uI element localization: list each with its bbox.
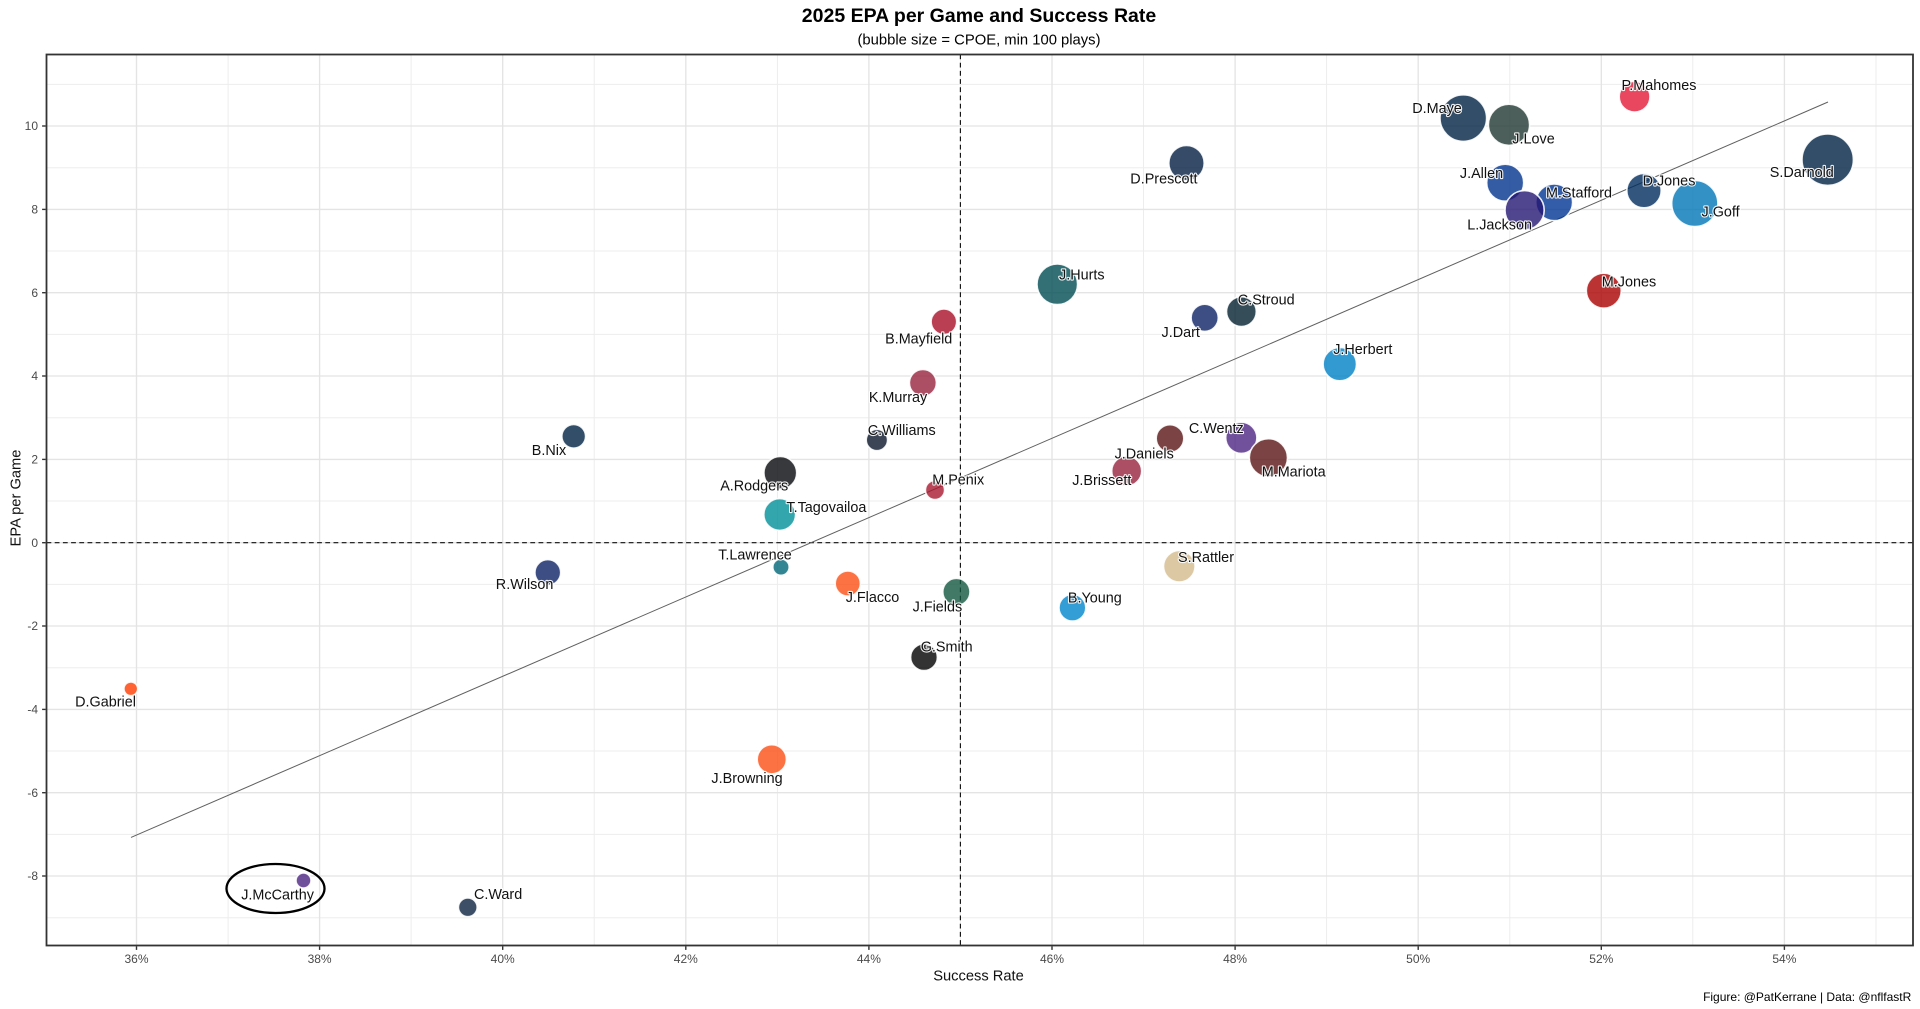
svg-text:36%: 36% [124,952,148,966]
svg-text:J.Daniels: J.Daniels [1115,446,1174,462]
svg-text:C.Stroud: C.Stroud [1238,293,1295,309]
svg-text:P.Mahomes: P.Mahomes [1622,78,1697,94]
svg-text:D.Prescott: D.Prescott [1130,172,1197,188]
svg-text:A.Rodgers: A.Rodgers [720,479,788,495]
svg-text:Success Rate: Success Rate [933,968,1024,984]
svg-text:0: 0 [31,536,38,550]
svg-text:Figure: @PatKerrane | Data: @n: Figure: @PatKerrane | Data: @nflfastR [1703,990,1912,1004]
svg-text:2: 2 [31,453,38,467]
svg-text:J.Brissett: J.Brissett [1072,473,1131,489]
svg-text:8: 8 [31,203,38,217]
svg-text:42%: 42% [674,952,698,966]
svg-text:J.Browning: J.Browning [711,771,782,787]
svg-text:D.Maye: D.Maye [1412,101,1462,117]
svg-text:-8: -8 [27,869,38,883]
svg-text:B.Young: B.Young [1068,590,1122,606]
svg-text:M.Mariota: M.Mariota [1262,465,1326,481]
svg-text:M.Stafford: M.Stafford [1546,185,1612,201]
svg-text:M.Jones: M.Jones [1602,275,1656,291]
svg-text:52%: 52% [1589,952,1613,966]
svg-text:B.Mayfield: B.Mayfield [885,331,952,347]
svg-text:J.Goff: J.Goff [1702,205,1741,221]
svg-text:D.Gabriel: D.Gabriel [75,695,136,711]
svg-text:J.Dart: J.Dart [1162,325,1200,341]
svg-text:J.Love: J.Love [1512,131,1554,147]
svg-text:J.Flacco: J.Flacco [846,590,900,606]
svg-text:EPA per Game: EPA per Game [9,450,25,547]
svg-text:44%: 44% [857,952,881,966]
svg-text:S.Darnold: S.Darnold [1770,165,1834,181]
svg-text:J.Hurts: J.Hurts [1059,267,1105,283]
svg-text:48%: 48% [1223,952,1247,966]
svg-text:46%: 46% [1040,952,1064,966]
svg-text:54%: 54% [1772,952,1796,966]
svg-text:J.Fields: J.Fields [913,599,963,615]
svg-text:L.Jackson: L.Jackson [1467,218,1532,234]
svg-text:D.Jones: D.Jones [1643,173,1696,189]
svg-text:-4: -4 [27,703,38,717]
svg-text:6: 6 [31,286,38,300]
svg-text:R.Wilson: R.Wilson [496,577,554,593]
svg-text:10: 10 [25,119,39,133]
svg-text:K.Murray: K.Murray [869,390,928,406]
svg-text:B.Nix: B.Nix [532,443,567,459]
svg-text:-6: -6 [27,786,38,800]
svg-text:4: 4 [31,369,38,383]
svg-text:C.Ward: C.Ward [474,887,522,903]
svg-text:T.Tagovailoa: T.Tagovailoa [786,500,866,516]
svg-text:40%: 40% [491,952,515,966]
svg-text:50%: 50% [1406,952,1430,966]
svg-text:J.Herbert: J.Herbert [1333,342,1392,358]
svg-text:-2: -2 [27,619,38,633]
svg-text:J.Allen: J.Allen [1460,166,1503,182]
svg-text:2025 EPA per Game and Success: 2025 EPA per Game and Success Rate [802,5,1157,27]
svg-text:38%: 38% [308,952,332,966]
svg-text:(bubble size = CPOE, min 100 p: (bubble size = CPOE, min 100 plays) [857,33,1100,49]
svg-text:J.McCarthy: J.McCarthy [241,887,315,903]
svg-text:M.Penix: M.Penix [932,472,985,488]
svg-text:C.Wentz: C.Wentz [1189,421,1244,437]
svg-text:G.Smith: G.Smith [921,639,973,655]
svg-text:C.Williams: C.Williams [868,423,936,439]
svg-text:S.Rattler: S.Rattler [1178,550,1234,566]
svg-text:T.Lawrence: T.Lawrence [718,548,792,564]
